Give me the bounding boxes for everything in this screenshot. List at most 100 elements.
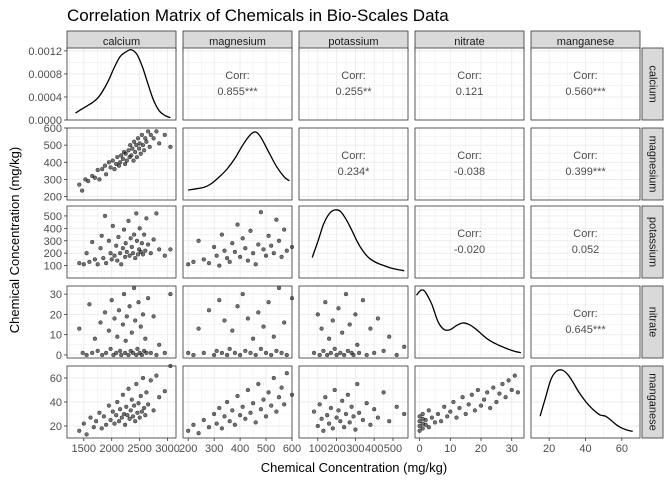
row-strip-label-potassium: potassium xyxy=(647,217,659,267)
scatter-point xyxy=(132,139,137,144)
scatter-point xyxy=(227,259,232,264)
scatter-point xyxy=(138,393,143,399)
scatter-point xyxy=(97,177,102,182)
scatter-point xyxy=(103,422,109,427)
scatter-point xyxy=(343,292,349,297)
scatter-point xyxy=(111,352,116,358)
scatter-point xyxy=(256,242,261,247)
scatter-point xyxy=(138,151,143,156)
scatter-point xyxy=(466,402,471,407)
y-tick-label: 400 xyxy=(44,223,62,235)
scatter-point xyxy=(122,422,128,427)
x-tick-label: 30 xyxy=(506,443,518,455)
scatter-point xyxy=(106,328,111,333)
scatter-point xyxy=(271,375,276,381)
scatter-point xyxy=(151,314,156,319)
scatter-point xyxy=(131,158,136,163)
scatter-point xyxy=(222,248,227,253)
scatter-point xyxy=(157,395,162,400)
scatter-point xyxy=(375,415,380,420)
scatter-point xyxy=(77,261,82,266)
scatter-point xyxy=(451,399,456,405)
scatter-point xyxy=(138,324,143,329)
scatter-point xyxy=(232,350,237,355)
scatter-point xyxy=(84,432,89,437)
scatter-point xyxy=(248,228,253,233)
scatter-point xyxy=(343,411,349,417)
scatter-point xyxy=(364,352,369,358)
scatter-point xyxy=(162,253,167,258)
panel-border-nitrate-nitrate xyxy=(414,285,525,359)
scatter-point xyxy=(214,421,219,426)
scatter-point xyxy=(191,422,196,427)
scatter-point xyxy=(497,391,502,396)
scatter-point xyxy=(101,414,106,419)
panel-bg-calcium-magnesium xyxy=(183,48,292,120)
scatter-point xyxy=(81,421,86,426)
scatter-point xyxy=(217,298,222,303)
scatter-point xyxy=(319,326,324,331)
panel-border-magnesium-magnesium xyxy=(182,127,293,201)
corr-label-potassium-nitrate: Corr: xyxy=(457,228,481,240)
scatter-point xyxy=(488,405,493,411)
panel-bg-nitrate-potassium xyxy=(299,286,408,358)
scatter-point xyxy=(201,417,206,423)
row-strip-nitrate xyxy=(641,285,664,359)
scatter-point xyxy=(227,346,232,351)
panel-bg-nitrate-nitrate xyxy=(415,286,524,358)
scatter-point xyxy=(143,413,148,418)
scatter-point xyxy=(426,425,431,430)
scatter-point xyxy=(84,251,89,256)
panel-border-nitrate-potassium xyxy=(298,285,409,359)
scatter-point xyxy=(77,428,82,433)
column-strip-label-magnesium: magnesium xyxy=(209,36,266,48)
scatter-point xyxy=(120,156,125,161)
scatter-point xyxy=(381,390,386,395)
scatter-point xyxy=(124,249,129,254)
scatter-point xyxy=(146,402,151,407)
scatter-point xyxy=(454,415,459,420)
scatter-point xyxy=(99,426,104,431)
scatter-point xyxy=(98,320,103,325)
x-tick-label: 400 xyxy=(231,443,249,455)
scatter-point xyxy=(258,346,263,351)
scatter-point xyxy=(240,404,245,409)
scatter-point xyxy=(349,404,354,409)
scatter-point xyxy=(93,419,99,424)
scatter-point xyxy=(122,161,128,167)
scatter-point xyxy=(351,414,356,419)
scatter-point xyxy=(342,352,347,358)
scatter-point xyxy=(120,322,125,327)
scatter-point xyxy=(206,425,212,430)
scatter-point xyxy=(394,404,399,409)
scatter-point xyxy=(282,402,287,407)
scatter-point xyxy=(137,141,142,146)
scatter-point xyxy=(92,257,97,262)
scatter-point xyxy=(146,296,151,301)
scatter-point xyxy=(162,350,167,355)
scatter-point xyxy=(500,381,505,387)
scatter-point xyxy=(90,239,95,245)
scatter-point xyxy=(206,261,212,266)
scatter-point xyxy=(106,403,111,408)
scatter-point xyxy=(133,256,138,261)
y-tick-label: 500 xyxy=(44,140,62,152)
scatter-point xyxy=(129,153,134,158)
scatter-point xyxy=(345,392,350,397)
y-tick-label: 0.0004 xyxy=(28,92,62,104)
scatter-point xyxy=(88,415,93,420)
scatter-point xyxy=(86,179,91,184)
scatter-point xyxy=(338,419,343,424)
scatter-point xyxy=(157,141,162,146)
density-curve-nitrate xyxy=(415,289,522,354)
y-tick-label: 20 xyxy=(50,421,62,433)
scatter-point xyxy=(148,132,153,137)
scatter-point xyxy=(147,144,152,149)
x-tick-label: 40 xyxy=(579,443,591,455)
scatter-point xyxy=(381,348,386,353)
scatter-point xyxy=(423,422,428,427)
panel-border-calcium-potassium xyxy=(298,47,409,121)
x-tick-label: 3000 xyxy=(155,443,179,455)
scatter-point xyxy=(144,139,149,144)
scatter-point xyxy=(110,409,115,414)
